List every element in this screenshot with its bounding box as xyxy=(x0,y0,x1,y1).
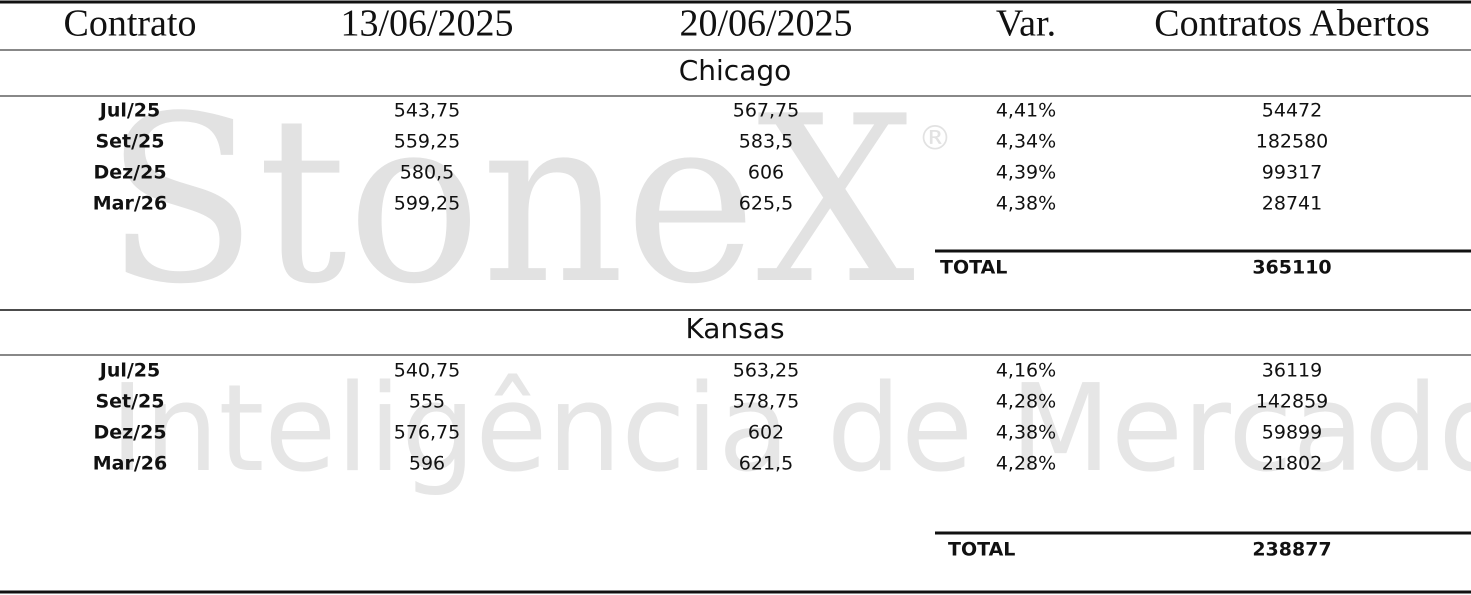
cell: 4,38% xyxy=(996,422,1056,444)
cell: 576,75 xyxy=(394,422,460,444)
column-header: Contratos Abertos xyxy=(1154,3,1429,45)
cell: 182580 xyxy=(1256,131,1329,153)
cell: 4,41% xyxy=(996,100,1056,122)
cell: 99317 xyxy=(1262,162,1322,184)
cell: 4,16% xyxy=(996,360,1056,382)
cell: 54472 xyxy=(1262,100,1322,122)
contract-name: Mar/26 xyxy=(93,193,167,215)
cell: 142859 xyxy=(1256,391,1329,413)
section-title: Kansas xyxy=(685,312,784,345)
cell: 563,25 xyxy=(733,360,799,382)
total-value: 238877 xyxy=(1252,539,1331,561)
contract-name: Jul/25 xyxy=(98,100,161,122)
cell: 567,75 xyxy=(733,100,799,122)
cell: 578,75 xyxy=(733,391,799,413)
total-value: 365110 xyxy=(1252,257,1331,279)
total-label: TOTAL xyxy=(940,257,1007,279)
cell: 4,38% xyxy=(996,193,1056,215)
section-title: Chicago xyxy=(679,54,792,87)
cell: 602 xyxy=(748,422,784,444)
cell: 4,39% xyxy=(996,162,1056,184)
contract-name: Set/25 xyxy=(95,131,164,153)
cell: 543,75 xyxy=(394,100,460,122)
contract-name: Set/25 xyxy=(95,391,164,413)
cell: 606 xyxy=(748,162,784,184)
cell: 621,5 xyxy=(739,453,793,475)
cell: 36119 xyxy=(1262,360,1322,382)
column-header: 13/06/2025 xyxy=(340,3,513,45)
cell: 21802 xyxy=(1262,453,1322,475)
watermark-registered: ® xyxy=(918,119,952,159)
contract-name: Mar/26 xyxy=(93,453,167,475)
cell: 4,34% xyxy=(996,131,1056,153)
cell: 28741 xyxy=(1262,193,1322,215)
cell: 625,5 xyxy=(739,193,793,215)
cell: 4,28% xyxy=(996,391,1056,413)
watermark-brand: StoneX xyxy=(105,68,915,335)
column-header: 20/06/2025 xyxy=(679,3,852,45)
cell: 599,25 xyxy=(394,193,460,215)
cell: 540,75 xyxy=(394,360,460,382)
cell: 580,5 xyxy=(400,162,454,184)
cell: 583,5 xyxy=(739,131,793,153)
cell: 59899 xyxy=(1262,422,1322,444)
cell: 4,28% xyxy=(996,453,1056,475)
contract-name: Dez/25 xyxy=(93,422,166,444)
total-label: TOTAL xyxy=(948,539,1015,561)
cell: 559,25 xyxy=(394,131,460,153)
cell: 555 xyxy=(409,391,445,413)
contract-name: Jul/25 xyxy=(98,360,161,382)
contract-name: Dez/25 xyxy=(93,162,166,184)
watermark-tagline: Inteligência de Mercado xyxy=(110,360,1471,499)
column-header: Contrato xyxy=(64,3,197,45)
column-header: Var. xyxy=(996,3,1056,45)
cell: 596 xyxy=(409,453,445,475)
